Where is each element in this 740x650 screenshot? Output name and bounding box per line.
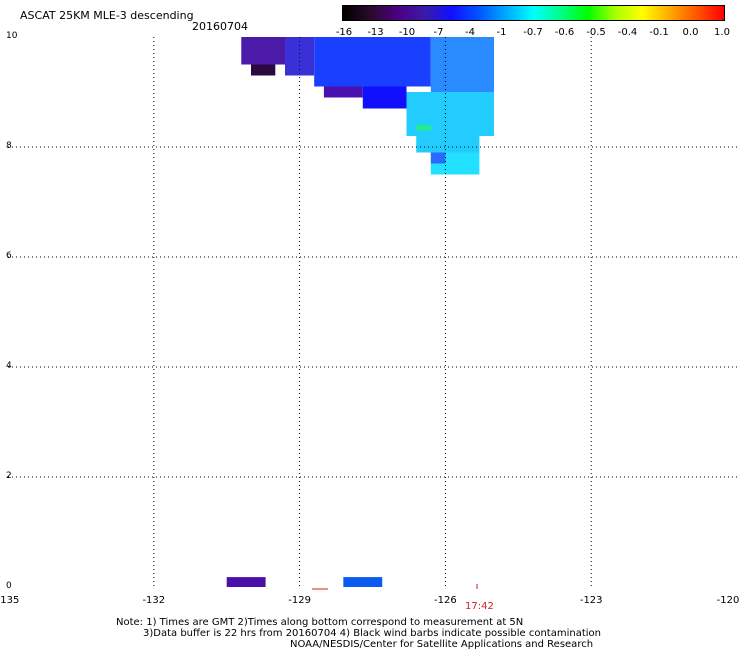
x-tick-label: -135 (0, 595, 20, 606)
data-cell-6 (362, 86, 407, 109)
x-tick-label: -126 (434, 595, 457, 606)
colorbar-label: -13 (367, 27, 384, 38)
note-line-2: 3)Data buffer is 22 hrs from 20160704 4)… (143, 628, 601, 639)
colorbar-labels: -16 -13 -10 -7 -4 -1 -0.7 -0.6 -0.5 -0.4 -0.1 0.0 1.… (0, 27, 740, 39)
credit-line: NOAA/NESDIS/Center for Satellite Applica… (290, 639, 594, 650)
data-cell-11 (430, 152, 446, 164)
map-title: ASCAT 25KM MLE-3 descending (20, 9, 194, 22)
colorbar-label: -0.1 (649, 27, 669, 38)
data-cell-10 (416, 125, 431, 131)
y-tick-label: 0 (6, 581, 12, 591)
y-tick-label: 2 (6, 471, 12, 481)
colorbar-label: -0.7 (523, 27, 543, 38)
map-date: 20160704 (192, 20, 248, 33)
colorbar-label: -0.4 (617, 27, 638, 38)
y-tick-label: 8 (6, 141, 12, 151)
x-tick-label: -129 (288, 595, 311, 606)
data-cell-8 (416, 136, 480, 153)
y-tick-label: 6 (6, 251, 12, 261)
note-line-1: Note: 1) Times are GMT 2)Times along bot… (116, 617, 524, 628)
x-tick-label: -132 (142, 595, 166, 606)
x-tick-label: -123 (579, 595, 603, 606)
y-tick-label: 4 (6, 361, 12, 371)
colorbar-label: -4 (465, 27, 475, 38)
x-tick-label: -120 (716, 595, 740, 606)
colorbar-label: -0.6 (554, 27, 575, 38)
swath-time-label: 17:42 (465, 601, 494, 612)
data-cell-1 (251, 64, 276, 76)
colorbar-label: 1.0 (714, 27, 730, 38)
colorbar-label: -7 (433, 27, 444, 38)
data-cell-0 (241, 37, 286, 65)
y-tick-label: 10 (6, 31, 18, 41)
colorbar (342, 5, 725, 21)
data-cell-12 (226, 577, 266, 587)
colorbar-label: -16 (335, 27, 353, 38)
colorbar-label: -1 (496, 27, 507, 38)
colorbar-label: -10 (398, 27, 416, 38)
data-cell-3 (314, 37, 431, 87)
colorbar-label: 0.0 (682, 27, 699, 38)
data-cell-4 (430, 37, 494, 92)
data-cell-5 (323, 86, 363, 98)
data-cell-13 (343, 577, 383, 587)
colorbar-label: -0.5 (586, 27, 606, 38)
